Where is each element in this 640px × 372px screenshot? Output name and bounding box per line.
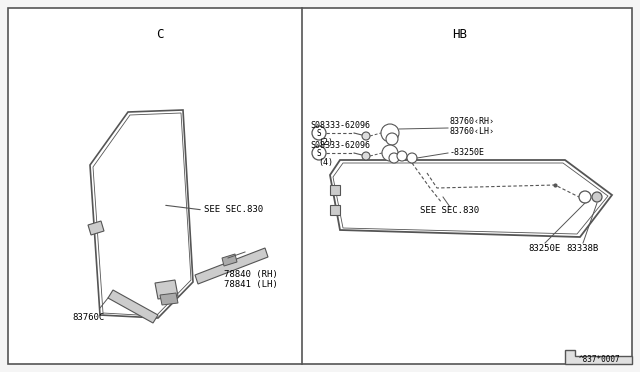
Text: 78841 (LH): 78841 (LH) bbox=[224, 280, 278, 289]
Polygon shape bbox=[333, 163, 608, 234]
Text: SEE SEC.830: SEE SEC.830 bbox=[420, 205, 479, 215]
Circle shape bbox=[362, 152, 370, 160]
Text: 83250E: 83250E bbox=[529, 244, 561, 253]
Circle shape bbox=[407, 153, 417, 163]
Text: S: S bbox=[317, 128, 321, 138]
Text: 78840 (RH): 78840 (RH) bbox=[224, 270, 278, 279]
Polygon shape bbox=[90, 110, 193, 318]
Text: 83760‹LH›: 83760‹LH› bbox=[450, 127, 495, 136]
Polygon shape bbox=[330, 205, 340, 215]
Text: ^837*0007: ^837*0007 bbox=[579, 356, 621, 365]
Text: -83250E: -83250E bbox=[450, 148, 485, 157]
Circle shape bbox=[312, 146, 326, 160]
Polygon shape bbox=[565, 350, 632, 364]
Circle shape bbox=[579, 191, 591, 203]
Polygon shape bbox=[195, 248, 268, 284]
Text: 83760‹RH›: 83760‹RH› bbox=[450, 117, 495, 126]
Polygon shape bbox=[222, 254, 237, 266]
Circle shape bbox=[389, 153, 399, 163]
Text: C: C bbox=[156, 28, 164, 41]
Polygon shape bbox=[330, 185, 340, 195]
Circle shape bbox=[397, 151, 407, 161]
Text: 83760C: 83760C bbox=[72, 314, 104, 323]
Text: 83338B: 83338B bbox=[567, 244, 599, 253]
Text: S08333-62096: S08333-62096 bbox=[310, 121, 370, 130]
Text: HB: HB bbox=[452, 28, 467, 41]
Text: SEE SEC.830: SEE SEC.830 bbox=[204, 205, 263, 214]
Circle shape bbox=[381, 124, 399, 142]
Polygon shape bbox=[108, 290, 158, 323]
Circle shape bbox=[592, 192, 602, 202]
Polygon shape bbox=[93, 113, 191, 316]
Circle shape bbox=[386, 133, 398, 145]
Polygon shape bbox=[88, 221, 104, 235]
Circle shape bbox=[362, 132, 370, 140]
Polygon shape bbox=[330, 160, 612, 237]
Circle shape bbox=[312, 126, 326, 140]
Polygon shape bbox=[155, 280, 178, 299]
Text: (2): (2) bbox=[318, 138, 333, 147]
Polygon shape bbox=[160, 293, 178, 305]
Circle shape bbox=[382, 145, 398, 161]
FancyBboxPatch shape bbox=[8, 8, 632, 364]
Text: S: S bbox=[317, 148, 321, 157]
Text: S08333-62096: S08333-62096 bbox=[310, 141, 370, 150]
Text: (4): (4) bbox=[318, 158, 333, 167]
